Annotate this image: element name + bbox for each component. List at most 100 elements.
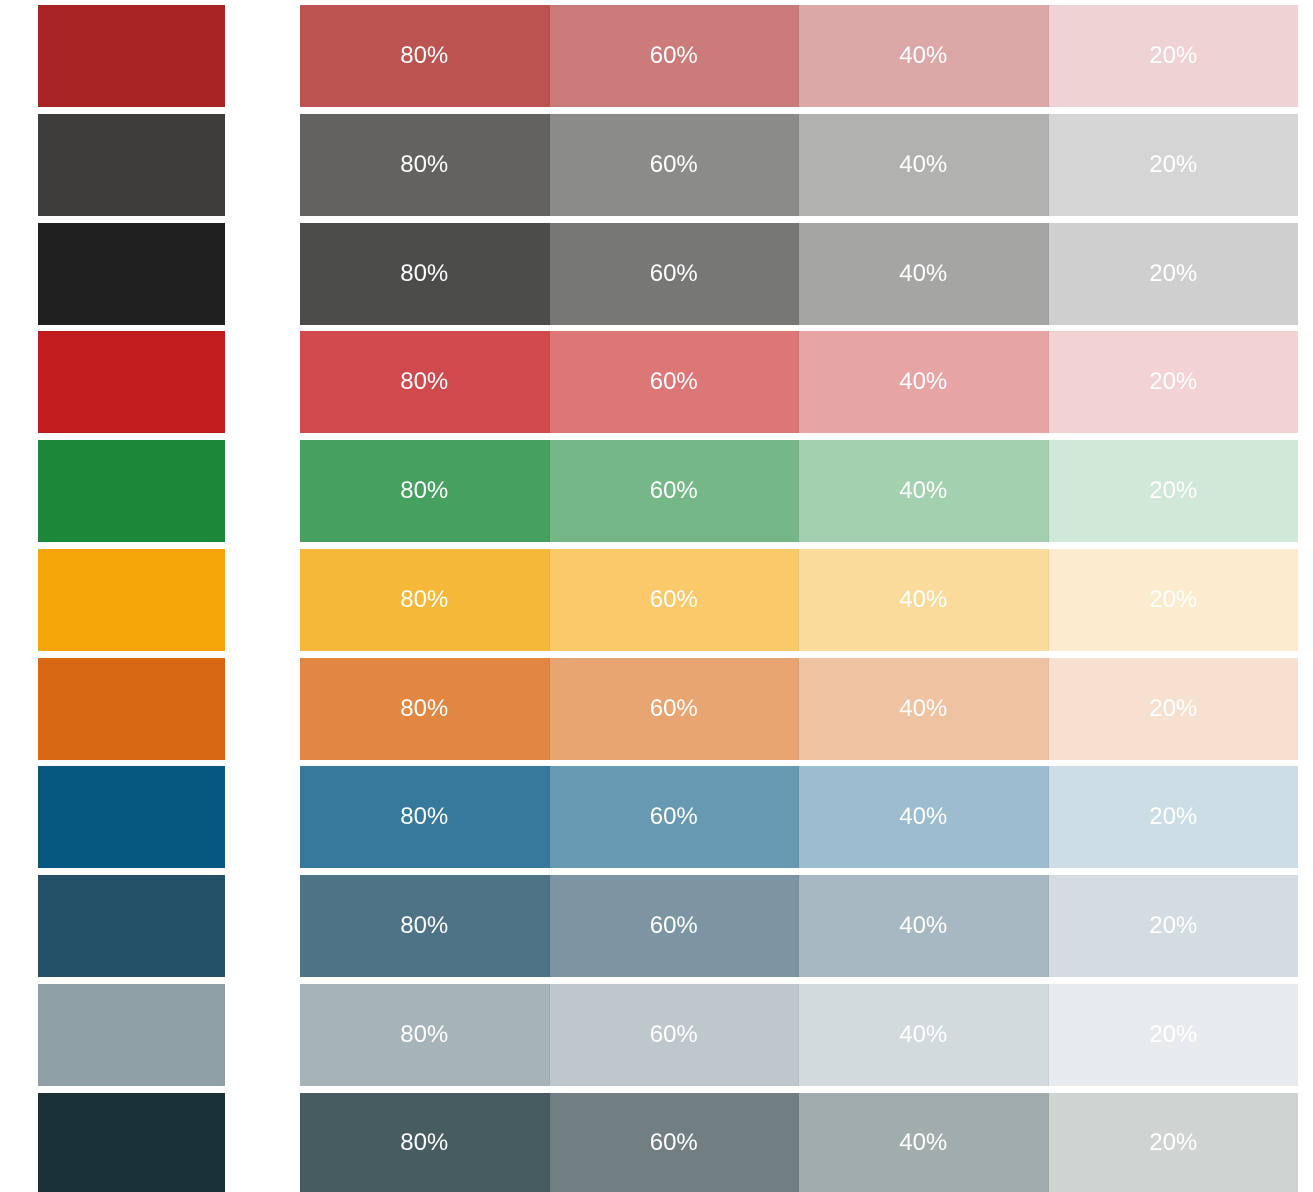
palette-row-yellow: 80% 60% 40% 20%	[0, 549, 1313, 651]
base-swatch-dark-teal	[38, 1093, 225, 1192]
tint-swatch-black-40%: 40%	[799, 223, 1049, 325]
tint-swatch-grey-blue-60%: 60%	[549, 984, 799, 1086]
tint-swatch-green-40%: 40%	[799, 440, 1049, 542]
palette-row-dark-grey: 80% 60% 40% 20%	[0, 114, 1313, 216]
palette-row-black: 80% 60% 40% 20%	[0, 223, 1313, 325]
tint-label: 20%	[1149, 477, 1198, 504]
tint-strip-green: 80% 60% 40% 20%	[300, 440, 1298, 542]
tint-strip-yellow: 80% 60% 40% 20%	[300, 549, 1298, 651]
tint-swatch-dark-teal-20%: 20%	[1048, 1093, 1298, 1192]
tint-strip-slate-blue: 80% 60% 40% 20%	[300, 875, 1298, 977]
tint-label: 80%	[400, 803, 449, 830]
tint-strip-grey-blue: 80% 60% 40% 20%	[300, 984, 1298, 1086]
tint-label: 60%	[649, 42, 698, 69]
tint-swatch-red-60%: 60%	[549, 331, 799, 433]
tint-label: 40%	[899, 151, 948, 178]
tint-swatch-blue-40%: 40%	[799, 766, 1049, 868]
tint-swatch-orange-60%: 60%	[549, 658, 799, 760]
tint-label: 40%	[899, 260, 948, 287]
tint-swatch-yellow-20%: 20%	[1048, 549, 1298, 651]
tint-swatch-red-brick-80%: 80%	[300, 5, 550, 107]
palette-row-orange: 80% 60% 40% 20%	[0, 658, 1313, 760]
tint-strip-orange: 80% 60% 40% 20%	[300, 658, 1298, 760]
tint-swatch-yellow-80%: 80%	[300, 549, 550, 651]
base-swatch-dark-grey	[38, 114, 225, 216]
tint-swatch-dark-grey-60%: 60%	[549, 114, 799, 216]
tint-label: 40%	[899, 586, 948, 613]
tint-swatch-blue-60%: 60%	[549, 766, 799, 868]
tint-label: 60%	[649, 803, 698, 830]
tint-strip-black: 80% 60% 40% 20%	[300, 223, 1298, 325]
tint-swatch-red-brick-60%: 60%	[549, 5, 799, 107]
tint-label: 20%	[1149, 586, 1198, 613]
tint-swatch-slate-blue-40%: 40%	[799, 875, 1049, 977]
tint-label: 20%	[1149, 368, 1198, 395]
tint-label: 60%	[649, 695, 698, 722]
tint-swatch-slate-blue-60%: 60%	[549, 875, 799, 977]
tint-label: 60%	[649, 586, 698, 613]
tint-label: 40%	[899, 477, 948, 504]
tint-swatch-orange-40%: 40%	[799, 658, 1049, 760]
palette-row-green: 80% 60% 40% 20%	[0, 440, 1313, 542]
tint-label: 60%	[649, 1021, 698, 1048]
tint-swatch-yellow-40%: 40%	[799, 549, 1049, 651]
base-swatch-yellow	[38, 549, 225, 651]
tint-label: 80%	[400, 42, 449, 69]
tint-swatch-red-brick-20%: 20%	[1048, 5, 1298, 107]
tint-strip-dark-grey: 80% 60% 40% 20%	[300, 114, 1298, 216]
base-swatch-green	[38, 440, 225, 542]
tint-swatch-dark-grey-40%: 40%	[799, 114, 1049, 216]
base-swatch-orange	[38, 658, 225, 760]
tint-label: 80%	[400, 260, 449, 287]
tint-label: 60%	[649, 1128, 698, 1156]
tint-swatch-dark-grey-20%: 20%	[1048, 114, 1298, 216]
tint-label: 20%	[1149, 151, 1198, 178]
tint-label: 80%	[400, 586, 449, 613]
tint-swatch-green-20%: 20%	[1048, 440, 1298, 542]
tint-swatch-black-60%: 60%	[549, 223, 799, 325]
base-swatch-blue	[38, 766, 225, 868]
tint-label: 40%	[899, 1021, 948, 1048]
tint-label: 80%	[400, 1128, 449, 1156]
tint-label: 20%	[1149, 260, 1198, 287]
tint-label: 60%	[649, 260, 698, 287]
base-swatch-slate-blue	[38, 875, 225, 977]
tint-label: 80%	[400, 912, 449, 939]
tint-swatch-orange-80%: 80%	[300, 658, 550, 760]
tint-strip-blue: 80% 60% 40% 20%	[300, 766, 1298, 868]
base-swatch-red-brick	[38, 5, 225, 107]
palette-row-red-brick: 80% 60% 40% 20%	[0, 5, 1313, 107]
tint-swatch-slate-blue-80%: 80%	[300, 875, 550, 977]
tint-label: 20%	[1149, 803, 1198, 830]
tint-label: 40%	[899, 912, 948, 939]
tint-label: 60%	[649, 912, 698, 939]
base-swatch-red	[38, 331, 225, 433]
tint-label: 60%	[649, 477, 698, 504]
palette-row-red: 80% 60% 40% 20%	[0, 331, 1313, 433]
palette-row-blue: 80% 60% 40% 20%	[0, 766, 1313, 868]
tint-swatch-dark-teal-80%: 80%	[300, 1093, 550, 1192]
tint-label: 40%	[899, 803, 948, 830]
tint-label: 40%	[899, 695, 948, 722]
base-swatch-grey-blue	[38, 984, 225, 1086]
palette-row-grey-blue: 80% 60% 40% 20%	[0, 984, 1313, 1086]
tint-label: 40%	[899, 1128, 948, 1156]
tint-swatch-dark-teal-60%: 60%	[549, 1093, 799, 1192]
tint-swatch-black-20%: 20%	[1048, 223, 1298, 325]
tint-label: 80%	[400, 695, 449, 722]
tint-swatch-slate-blue-20%: 20%	[1048, 875, 1298, 977]
tint-swatch-orange-20%: 20%	[1048, 658, 1298, 760]
tint-swatch-red-20%: 20%	[1048, 331, 1298, 433]
tint-swatch-dark-teal-40%: 40%	[799, 1093, 1049, 1192]
tint-swatch-red-brick-40%: 40%	[799, 5, 1049, 107]
tint-swatch-grey-blue-80%: 80%	[300, 984, 550, 1086]
tint-swatch-green-60%: 60%	[549, 440, 799, 542]
tint-swatch-blue-80%: 80%	[300, 766, 550, 868]
tint-label: 60%	[649, 368, 698, 395]
tint-swatch-grey-blue-20%: 20%	[1048, 984, 1298, 1086]
tint-label: 20%	[1149, 1021, 1198, 1048]
tint-swatch-blue-20%: 20%	[1048, 766, 1298, 868]
tint-label: 20%	[1149, 42, 1198, 69]
tint-label: 40%	[899, 42, 948, 69]
palette-row-slate-blue: 80% 60% 40% 20%	[0, 875, 1313, 977]
